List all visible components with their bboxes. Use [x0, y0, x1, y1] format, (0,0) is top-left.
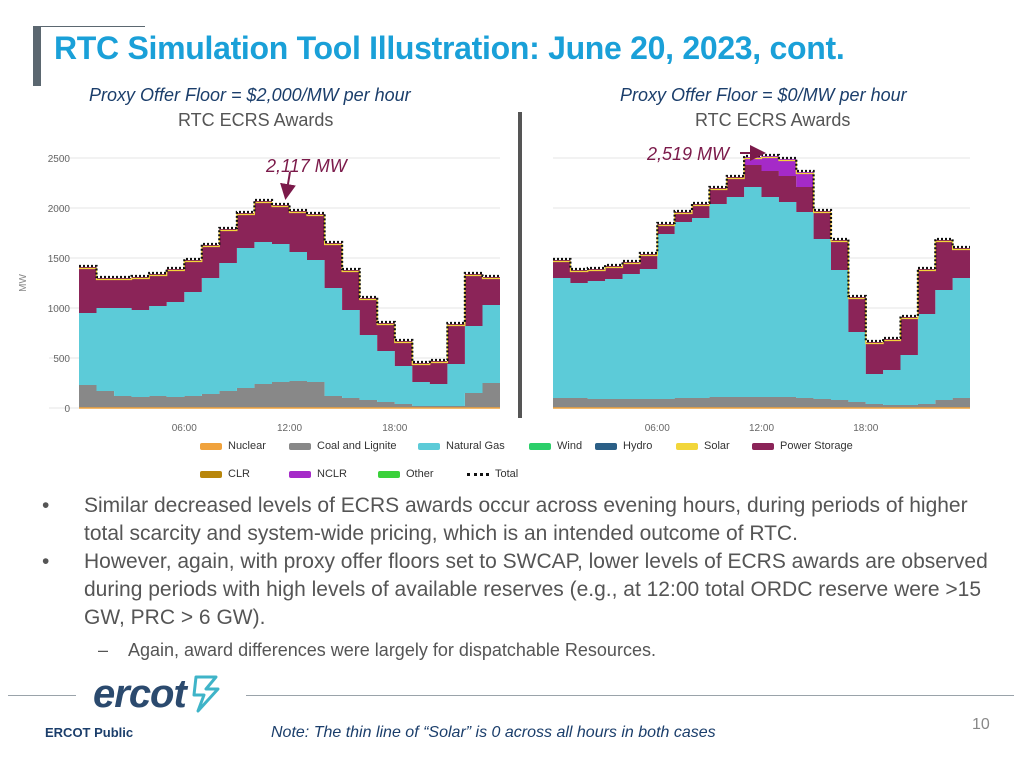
bullet-marker: •	[42, 550, 50, 573]
left-peak-annotation: 2,117 MW	[266, 156, 347, 176]
left-x-tick-label: 06:00	[172, 423, 197, 434]
legend-item-nuclear: Nuclear	[200, 440, 266, 452]
right-area-chart: 06:00 12:00 18:00	[553, 153, 970, 434]
legend-item-clr: CLR	[200, 468, 250, 480]
legend-item-natural-gas: Natural Gas	[418, 440, 505, 452]
left-panel-subtitle: Proxy Offer Floor = $2,000/MW per hour	[89, 85, 411, 105]
right-series-coal-and-lignite	[553, 397, 970, 408]
legend-label: Other	[406, 468, 434, 480]
ercot-logo: ercot	[93, 672, 224, 717]
footer-note: Note: The thin line of “Solar” is 0 acro…	[271, 724, 716, 741]
title-accent-bar	[33, 26, 41, 86]
right-series-natural-gas	[553, 187, 970, 405]
right-x-tick-label: 12:00	[749, 423, 774, 434]
legend-label: Coal and Lignite	[317, 440, 397, 452]
bullet-item: • However, again, with proxy offer floors…	[42, 548, 992, 632]
legend-item-total: Total	[467, 468, 518, 480]
legend-item-power-storage: Power Storage	[752, 440, 853, 452]
legend-label: Natural Gas	[446, 440, 505, 452]
left-y-axis-label: MW	[18, 274, 29, 292]
footer-classification: ERCOT Public	[45, 725, 134, 740]
legend-label: Power Storage	[780, 440, 853, 452]
legend-swatch	[676, 442, 698, 450]
left-annotation-arrow	[280, 171, 296, 200]
legend-label: CLR	[228, 468, 251, 480]
left-y-tick-label: 2500	[48, 154, 71, 165]
left-series-coal-and-lignite	[79, 381, 500, 408]
legend-item-wind: Wind	[529, 440, 582, 452]
legend-item-solar: Solar	[676, 440, 730, 452]
right-chart-title: RTC ECRS Awards	[695, 110, 851, 130]
right-peak-annotation: 2,519 MW	[647, 144, 730, 164]
legend-label: Nuclear	[228, 440, 266, 452]
logo-text: ercot	[93, 672, 187, 716]
left-series-total	[79, 198, 500, 364]
left-series-natural-gas	[79, 242, 500, 406]
left-x-tick-label: 12:00	[277, 423, 302, 434]
left-y-tick-label: 500	[53, 354, 70, 365]
logo-bolt-icon	[192, 675, 220, 713]
legend-label: Hydro	[623, 440, 653, 452]
left-area-chart: 0 500 1000 1500 2000 2500 MW 06:00 12:00 18:00	[18, 154, 500, 434]
legend-swatch	[289, 470, 311, 478]
legend-label: Total	[495, 468, 519, 480]
legend-label: NCLR	[317, 468, 347, 480]
left-y-tick-label: 2000	[48, 204, 71, 215]
sub-bullet-marker: –	[98, 640, 109, 660]
bullet-marker: •	[42, 494, 50, 517]
left-y-tick-label: 1500	[48, 254, 71, 265]
legend-swatch	[752, 442, 774, 450]
legend-item-hydro: Hydro	[595, 440, 652, 452]
legend-swatch	[200, 442, 222, 450]
sub-bullet-text: Again, award differences were largely fo…	[128, 640, 656, 660]
legend-item-other: Other	[378, 468, 434, 480]
legend-swatch	[595, 442, 617, 450]
legend-swatch	[467, 472, 489, 476]
page-number: 10	[972, 716, 990, 733]
footer-rule-right	[246, 695, 1014, 696]
right-panel-subtitle: Proxy Offer Floor = $0/MW per hour	[620, 85, 907, 105]
legend-swatch	[529, 442, 551, 450]
left-y-tick-label: 0	[64, 404, 70, 415]
left-chart-title: RTC ECRS Awards	[178, 110, 334, 130]
panel-divider	[518, 112, 522, 418]
footer-rule-left	[8, 695, 76, 696]
legend-label: Wind	[557, 440, 583, 452]
legend-label: Solar	[704, 440, 730, 452]
bullet-text: However, again, with proxy offer floors …	[84, 550, 988, 629]
left-series-solar	[79, 201, 500, 366]
legend-swatch	[200, 470, 222, 478]
legend-item-nclr: NCLR	[289, 468, 347, 480]
bullet-item: • Similar decreased levels of ECRS awards…	[42, 492, 992, 548]
legend-swatch	[378, 470, 400, 478]
chart-legend: Nuclear Coal and Lignite Natural Gas Wind Hy…	[200, 440, 880, 485]
right-x-tick-label: 06:00	[645, 423, 670, 434]
bullet-text: Similar decreased levels of ECRS awards …	[84, 494, 968, 545]
left-y-tick-label: 1000	[48, 304, 71, 315]
title-top-rule	[41, 26, 145, 27]
legend-swatch	[289, 442, 311, 450]
sub-bullet-item: – Again, award differences were largely f…	[42, 636, 992, 664]
right-x-tick-label: 18:00	[853, 423, 878, 434]
legend-swatch	[418, 442, 440, 450]
left-x-tick-label: 18:00	[382, 423, 407, 434]
slide-title: RTC Simulation Tool Illustration: June 2…	[54, 30, 845, 66]
bullet-list: • Similar decreased levels of ECRS awards…	[42, 492, 992, 664]
legend-item-coal-and-lignite: Coal and Lignite	[289, 440, 397, 452]
ecrs-awards-charts: 0 500 1000 1500 2000 2500 MW 06:00 12:00 18:00 06…	[18, 145, 970, 434]
